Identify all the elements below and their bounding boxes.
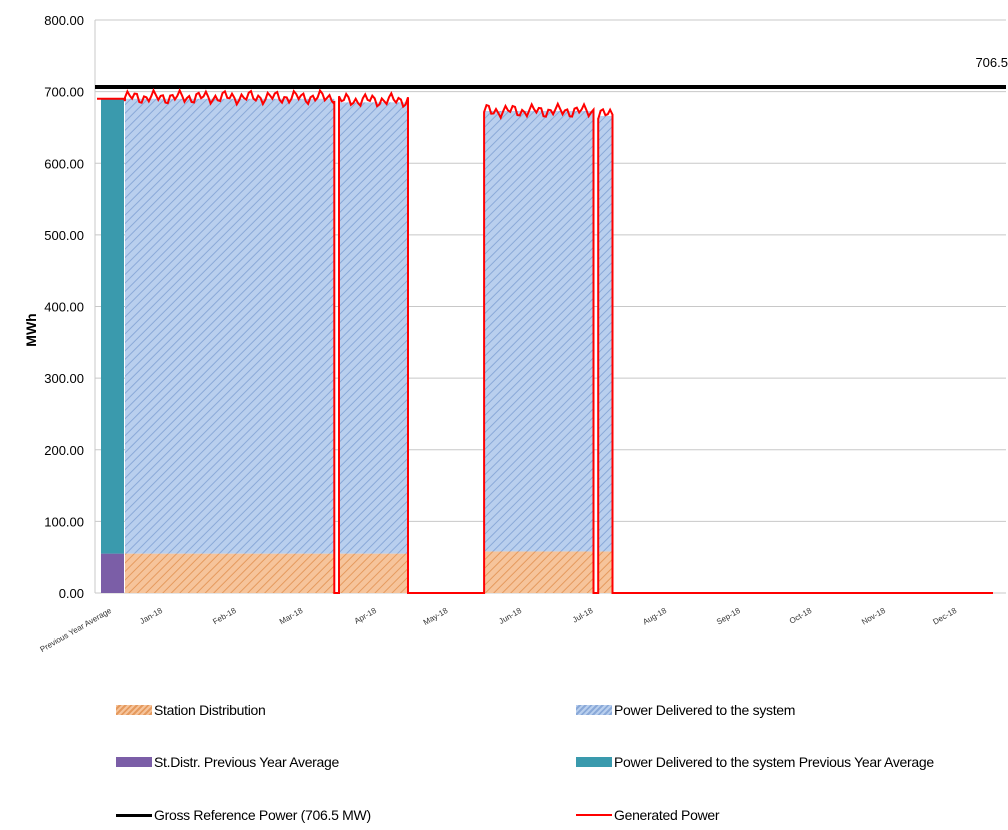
- station-distribution-area: [484, 551, 594, 593]
- station-distribution-area: [339, 553, 408, 593]
- legend-swatch: [576, 757, 612, 767]
- legend-item-reference: Gross Reference Power (706.5 MW): [116, 807, 371, 823]
- legend: Station Distribution Power Delivered to …: [0, 690, 1008, 830]
- legend-swatch: [576, 814, 612, 816]
- legend-label: Generated Power: [614, 807, 720, 823]
- power-delivered-area: [484, 110, 594, 552]
- y-axis-ticks: 0.00 100.00 200.00 300.00 400.00 500.00 600.00…: [44, 13, 84, 601]
- x-tick-label: May-18: [422, 606, 450, 627]
- legend-swatch: [116, 705, 152, 715]
- generated-power-line: [97, 87, 993, 594]
- legend-label: Gross Reference Power (706.5 MW): [154, 807, 371, 823]
- reference-line-label: 706.5: [975, 55, 1008, 70]
- y-tick-label: 200.00: [44, 443, 84, 458]
- power-delivered-area: [125, 98, 335, 554]
- legend-label: Power Delivered to the system: [614, 702, 796, 718]
- legend-swatch: [576, 705, 612, 715]
- prev-year-delivered-bar: [101, 98, 124, 554]
- x-tick-label: Sep-18: [715, 606, 742, 627]
- x-tick-label: Jun-18: [497, 606, 523, 626]
- x-tick-label: Mar-18: [278, 606, 305, 627]
- x-tick-label: Aug-18: [641, 606, 668, 627]
- x-tick-label: Jul-18: [571, 606, 595, 625]
- generated-power-path: [97, 87, 993, 594]
- y-tick-label: 400.00: [44, 300, 84, 315]
- prev-year-station-bar: [101, 553, 124, 593]
- legend-item-power-delivered: Power Delivered to the system: [576, 702, 795, 718]
- x-tick-label: Oct-18: [788, 606, 814, 626]
- legend-item-station-distribution: Station Distribution: [116, 702, 266, 718]
- reference-line: 706.5: [95, 55, 1008, 89]
- y-tick-label: 600.00: [44, 156, 84, 171]
- y-axis-label: MWh: [23, 313, 39, 346]
- y-tick-label: 700.00: [44, 85, 84, 100]
- legend-swatch: [116, 757, 152, 767]
- power-delivered-area: [339, 102, 408, 554]
- station-distribution-area: [125, 553, 335, 593]
- y-tick-label: 100.00: [44, 514, 84, 529]
- x-tick-label: Apr-18: [353, 606, 379, 626]
- y-tick-label: 300.00: [44, 371, 84, 386]
- legend-item-generated: Generated Power: [576, 807, 720, 823]
- power-delivered-area: [598, 115, 613, 552]
- chart: 0.00 100.00 200.00 300.00 400.00 500.00 600.00…: [23, 13, 1008, 654]
- x-tick-label: Feb-18: [211, 606, 238, 627]
- station-distribution-area: [598, 551, 613, 593]
- legend-label: Station Distribution: [154, 702, 266, 718]
- legend-label: St.Distr. Previous Year Average: [154, 754, 339, 770]
- x-tick-label: Dec-18: [931, 606, 958, 627]
- legend-item-prev-station: St.Distr. Previous Year Average: [116, 754, 339, 770]
- legend-item-prev-delivered: Power Delivered to the system Previous Y…: [576, 754, 934, 770]
- x-tick-label: Nov-18: [860, 606, 887, 627]
- legend-swatch: [116, 813, 152, 817]
- area-series: [101, 98, 613, 593]
- x-axis-ticks: Previous Year Average Jan-18 Feb-18 Mar-18 A…: [39, 606, 959, 654]
- x-tick-label: Jan-18: [138, 606, 164, 626]
- legend-label: Power Delivered to the system Previous Y…: [614, 754, 934, 770]
- y-tick-label: 800.00: [44, 13, 84, 28]
- x-tick-label: Previous Year Average: [39, 606, 114, 654]
- y-tick-label: 500.00: [44, 228, 84, 243]
- y-tick-label: 0.00: [59, 586, 84, 601]
